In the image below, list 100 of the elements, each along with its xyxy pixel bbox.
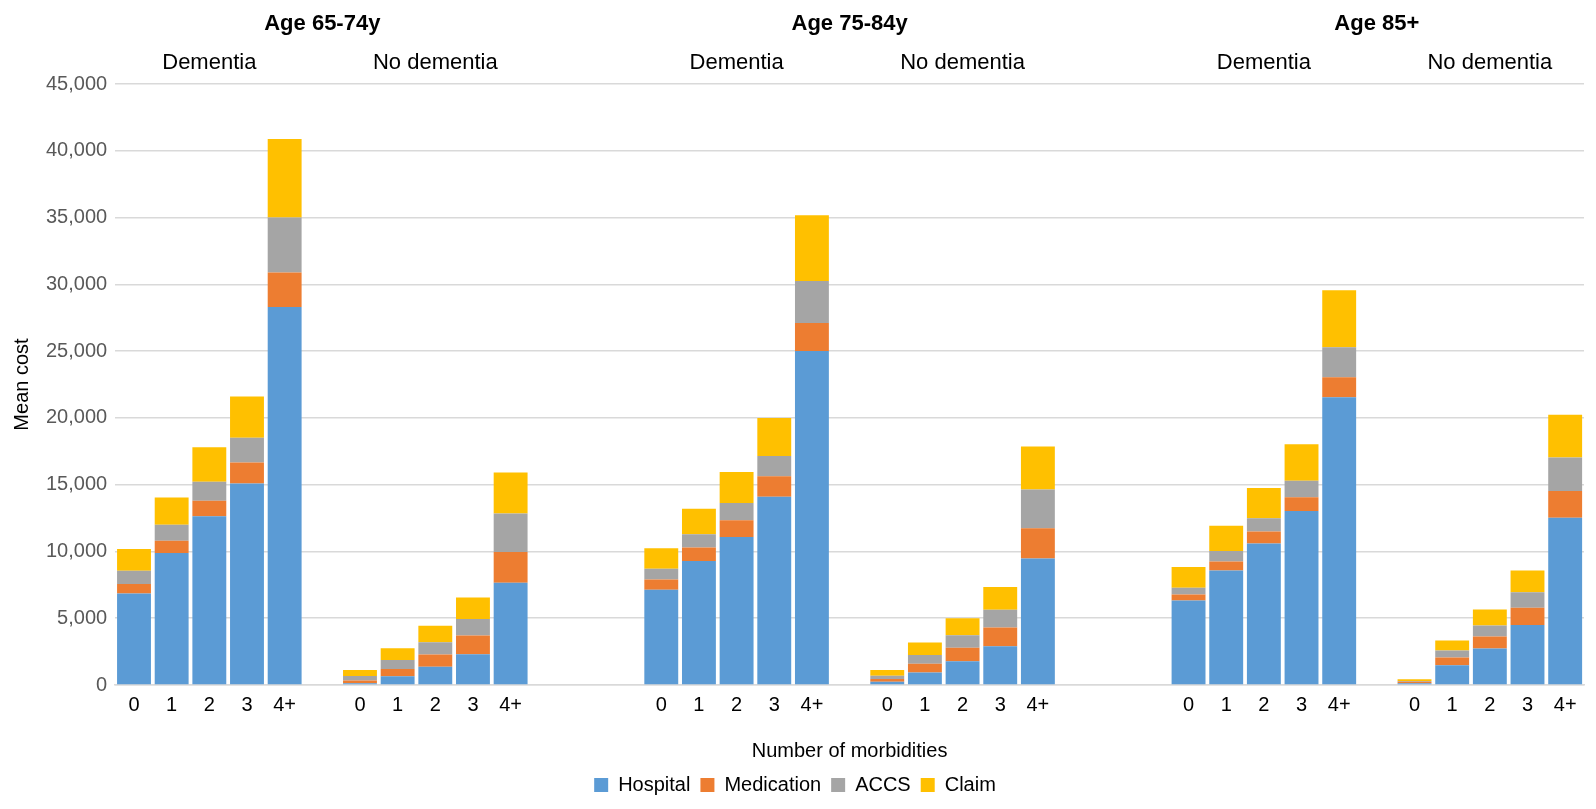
bar <box>192 481 227 501</box>
bar <box>757 455 792 477</box>
bar <box>380 676 415 685</box>
x-tick-label: 0 <box>354 692 366 715</box>
y-tick-label: 5,000 <box>57 605 108 628</box>
x-tick-label: 4+ <box>1553 692 1577 715</box>
bar <box>757 476 792 497</box>
text: Age 75-84y <box>791 10 909 36</box>
bar <box>1435 650 1470 658</box>
bar <box>681 534 716 548</box>
bar <box>1322 397 1357 685</box>
bar <box>117 583 151 594</box>
bar <box>983 587 1018 610</box>
bar <box>343 670 377 676</box>
text: Dementia <box>162 49 258 75</box>
bar <box>1510 624 1545 685</box>
bar <box>1171 594 1206 601</box>
bar <box>380 668 415 677</box>
bar <box>945 661 980 685</box>
text: Dementia <box>1216 49 1312 75</box>
bar <box>154 497 189 525</box>
bar <box>1510 607 1545 625</box>
bar <box>681 547 716 562</box>
bar <box>343 675 377 681</box>
bar <box>1510 570 1545 593</box>
x-tick-label: 1 <box>1446 692 1458 715</box>
bar <box>418 625 453 643</box>
text: Age 85+ <box>1334 10 1420 36</box>
bar <box>230 396 264 438</box>
legend-label: Medication <box>724 772 822 795</box>
x-tick-label: 3 <box>241 692 253 715</box>
bar <box>456 597 490 619</box>
bar <box>983 627 1018 647</box>
x-tick-label: 3 <box>1295 692 1308 715</box>
x-tick-label: 0 <box>881 692 893 715</box>
bar <box>267 139 302 218</box>
x-tick-label: 4+ <box>499 692 523 715</box>
bar <box>117 549 151 571</box>
x-tick-label: 2 <box>429 692 441 715</box>
bar <box>493 472 528 514</box>
bar <box>1171 567 1206 588</box>
bar <box>380 648 415 660</box>
x-tick-label: 4+ <box>1026 692 1050 715</box>
x-tick-label: 2 <box>731 692 743 715</box>
bar <box>1246 543 1281 685</box>
bar <box>1472 636 1507 649</box>
bar <box>1246 531 1281 544</box>
bar <box>418 642 453 655</box>
bar <box>154 553 189 685</box>
text: No dementia <box>372 49 499 75</box>
bar <box>1020 489 1055 529</box>
bar <box>192 516 227 685</box>
bar <box>1548 517 1583 685</box>
legend-label: ACCS <box>855 772 911 795</box>
text: Age 65-74y <box>264 10 382 36</box>
bar <box>1209 525 1244 552</box>
text: No dementia <box>900 49 1026 75</box>
bar <box>757 496 792 685</box>
text: No dementia <box>1427 49 1553 75</box>
bar <box>230 462 264 484</box>
bar <box>945 647 980 662</box>
bar <box>907 642 942 655</box>
bar <box>1209 561 1244 571</box>
bar <box>192 500 227 517</box>
bar <box>907 663 942 673</box>
bar <box>983 609 1018 628</box>
bar <box>456 618 490 636</box>
bar <box>1284 444 1319 481</box>
y-tick-label: 35,000 <box>46 205 108 228</box>
bar <box>907 672 942 685</box>
y-tick-label: 0 <box>96 672 108 695</box>
bar <box>644 579 679 590</box>
x-tick-label: 1 <box>1220 692 1232 715</box>
bar <box>719 502 754 521</box>
bar <box>945 618 980 636</box>
x-tick-label: 2 <box>957 692 969 715</box>
bar <box>1284 510 1319 685</box>
x-tick-label: 0 <box>1408 692 1421 715</box>
y-axis-title: Mean cost <box>9 337 32 431</box>
bar <box>644 589 679 685</box>
bar <box>681 508 716 535</box>
bar <box>1435 657 1470 666</box>
x-tick-label: 3 <box>467 692 479 715</box>
x-tick-label: 4+ <box>1327 692 1351 715</box>
bar <box>719 520 754 538</box>
y-tick-label: 45,000 <box>46 71 108 94</box>
bar <box>117 570 151 584</box>
bar <box>907 654 942 664</box>
legend-label: Hospital <box>618 772 691 795</box>
bar <box>418 666 453 685</box>
x-tick-label: 1 <box>392 692 404 715</box>
bar <box>945 635 980 648</box>
bar <box>681 561 716 685</box>
bar <box>1322 347 1357 378</box>
bar <box>418 654 453 667</box>
bar <box>757 417 792 456</box>
bar <box>1510 592 1545 608</box>
x-axis-title: Number of morbidities <box>751 738 948 761</box>
bar <box>1322 290 1357 348</box>
y-tick-label: 25,000 <box>46 338 108 361</box>
